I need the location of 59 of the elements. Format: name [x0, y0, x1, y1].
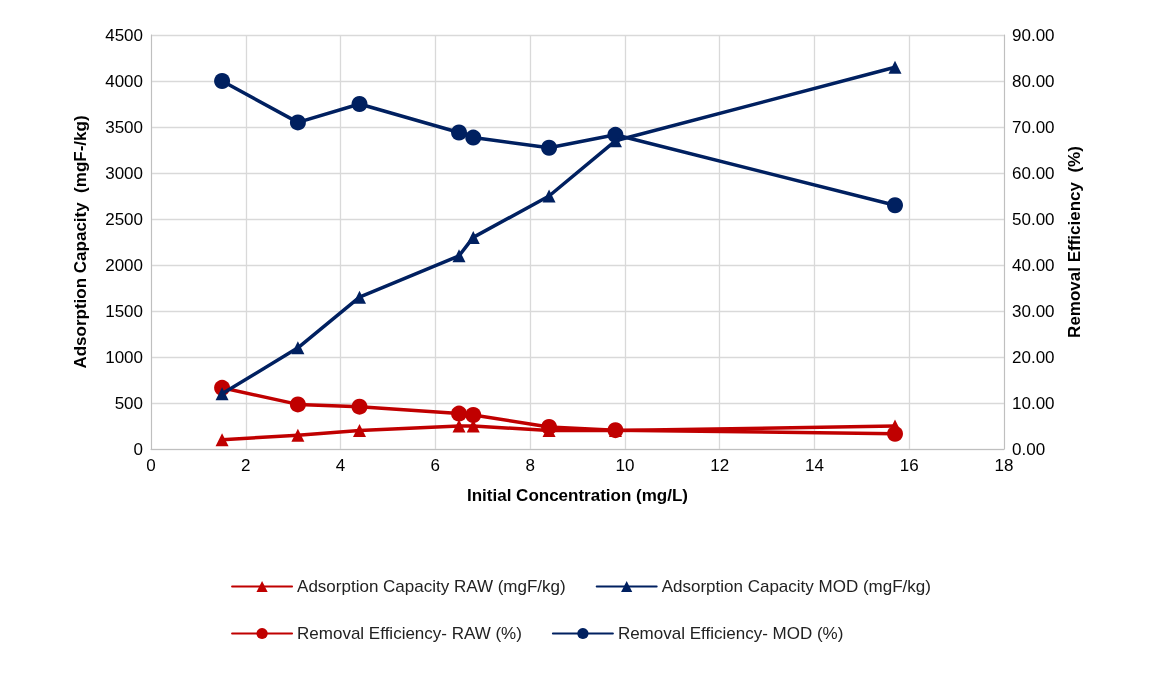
y2-tick-label: 50.00	[1012, 209, 1055, 229]
point	[452, 249, 466, 263]
point	[451, 405, 468, 422]
legend-label: Removal Efficiency- MOD (%)	[617, 624, 844, 643]
x-tick-label: 12	[710, 456, 730, 475]
point	[351, 96, 368, 112]
x-axis-title: Initial Concentration (mg/L)	[467, 486, 688, 505]
point	[291, 341, 305, 355]
legend-label: Removal Efficiency- RAW (%)	[297, 624, 522, 643]
point	[452, 419, 466, 433]
legend-label: Adsorption Capacity MOD (mgF/kg)	[661, 577, 931, 596]
x-tick-label: 6	[430, 456, 441, 475]
y-tick-label: 2000	[105, 255, 143, 275]
y2-tick-label: 40.00	[1012, 255, 1055, 275]
point	[215, 387, 229, 401]
x-tick-label: 10	[615, 456, 635, 475]
y2-tick-label: 70.00	[1012, 117, 1055, 137]
point	[465, 129, 482, 146]
point	[351, 398, 368, 415]
y2-tick-label: 10.00	[1012, 393, 1055, 413]
y-tick-label: 4000	[105, 71, 143, 91]
point	[289, 114, 306, 131]
point	[888, 60, 902, 74]
y2-tick-label: 0.00	[1012, 439, 1046, 459]
y2-tick-label: 20.00	[1012, 347, 1055, 367]
point	[887, 197, 904, 214]
y-tick-label: 4500	[105, 25, 143, 45]
y-tick-label: 3000	[105, 163, 143, 183]
point	[291, 428, 305, 442]
y-tick-label: 0	[133, 439, 143, 459]
point	[289, 396, 306, 413]
point	[465, 406, 482, 423]
x-tick-label: 16	[899, 456, 919, 475]
y2-tick-label: 80.00	[1012, 71, 1055, 91]
point	[466, 230, 480, 244]
x-tick-label: 8	[525, 456, 535, 475]
point	[214, 73, 231, 89]
point	[541, 139, 558, 156]
y-tick-label: 3500	[105, 117, 143, 137]
y2-tick-label: 90.00	[1012, 25, 1055, 45]
y-tick-label: 1000	[105, 347, 143, 367]
point	[215, 433, 229, 447]
point	[353, 290, 367, 304]
y-tick-label: 500	[114, 393, 143, 413]
point	[451, 124, 468, 141]
y2-tick-label: 60.00	[1012, 163, 1055, 183]
x-tick-label: 14	[804, 456, 824, 475]
y-axis-title: Adsorption Capacity (mgF-/kg)	[71, 115, 90, 369]
x-tick-label: 0	[146, 456, 156, 475]
x-tick-label: 4	[335, 456, 346, 475]
y2-tick-label: 30.00	[1012, 301, 1055, 321]
x-tick-label: 18	[994, 456, 1014, 475]
y-tick-label: 1500	[105, 301, 143, 321]
point	[353, 424, 367, 438]
point	[542, 189, 556, 203]
x-tick-label: 2	[241, 456, 251, 475]
legend-label: Adsorption Capacity RAW (mgF/kg)	[297, 577, 566, 596]
y-tick-label: 2500	[105, 209, 143, 229]
y2-axis-title: Removal Efficiency (%)	[1065, 146, 1084, 338]
